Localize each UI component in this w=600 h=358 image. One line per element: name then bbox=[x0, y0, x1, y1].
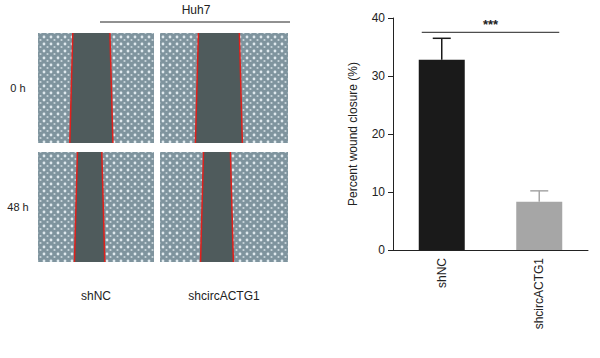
svg-text:30: 30 bbox=[372, 69, 386, 83]
svg-text:10: 10 bbox=[372, 185, 386, 199]
svg-text:Huh7: Huh7 bbox=[182, 3, 211, 17]
svg-text:40: 40 bbox=[372, 11, 386, 25]
svg-text:shNC: shNC bbox=[435, 258, 449, 288]
svg-text:Percent wound closure (%): Percent wound closure (%) bbox=[346, 62, 360, 206]
svg-text:20: 20 bbox=[372, 127, 386, 141]
svg-text:shNC: shNC bbox=[81, 289, 111, 303]
svg-text:shcircACTG1: shcircACTG1 bbox=[532, 258, 546, 330]
svg-text:***: *** bbox=[483, 17, 499, 32]
svg-text:0 h: 0 h bbox=[10, 82, 25, 94]
svg-text:48 h: 48 h bbox=[7, 201, 28, 213]
svg-text:shcircACTG1: shcircACTG1 bbox=[188, 289, 260, 303]
svg-text:0: 0 bbox=[378, 243, 385, 257]
